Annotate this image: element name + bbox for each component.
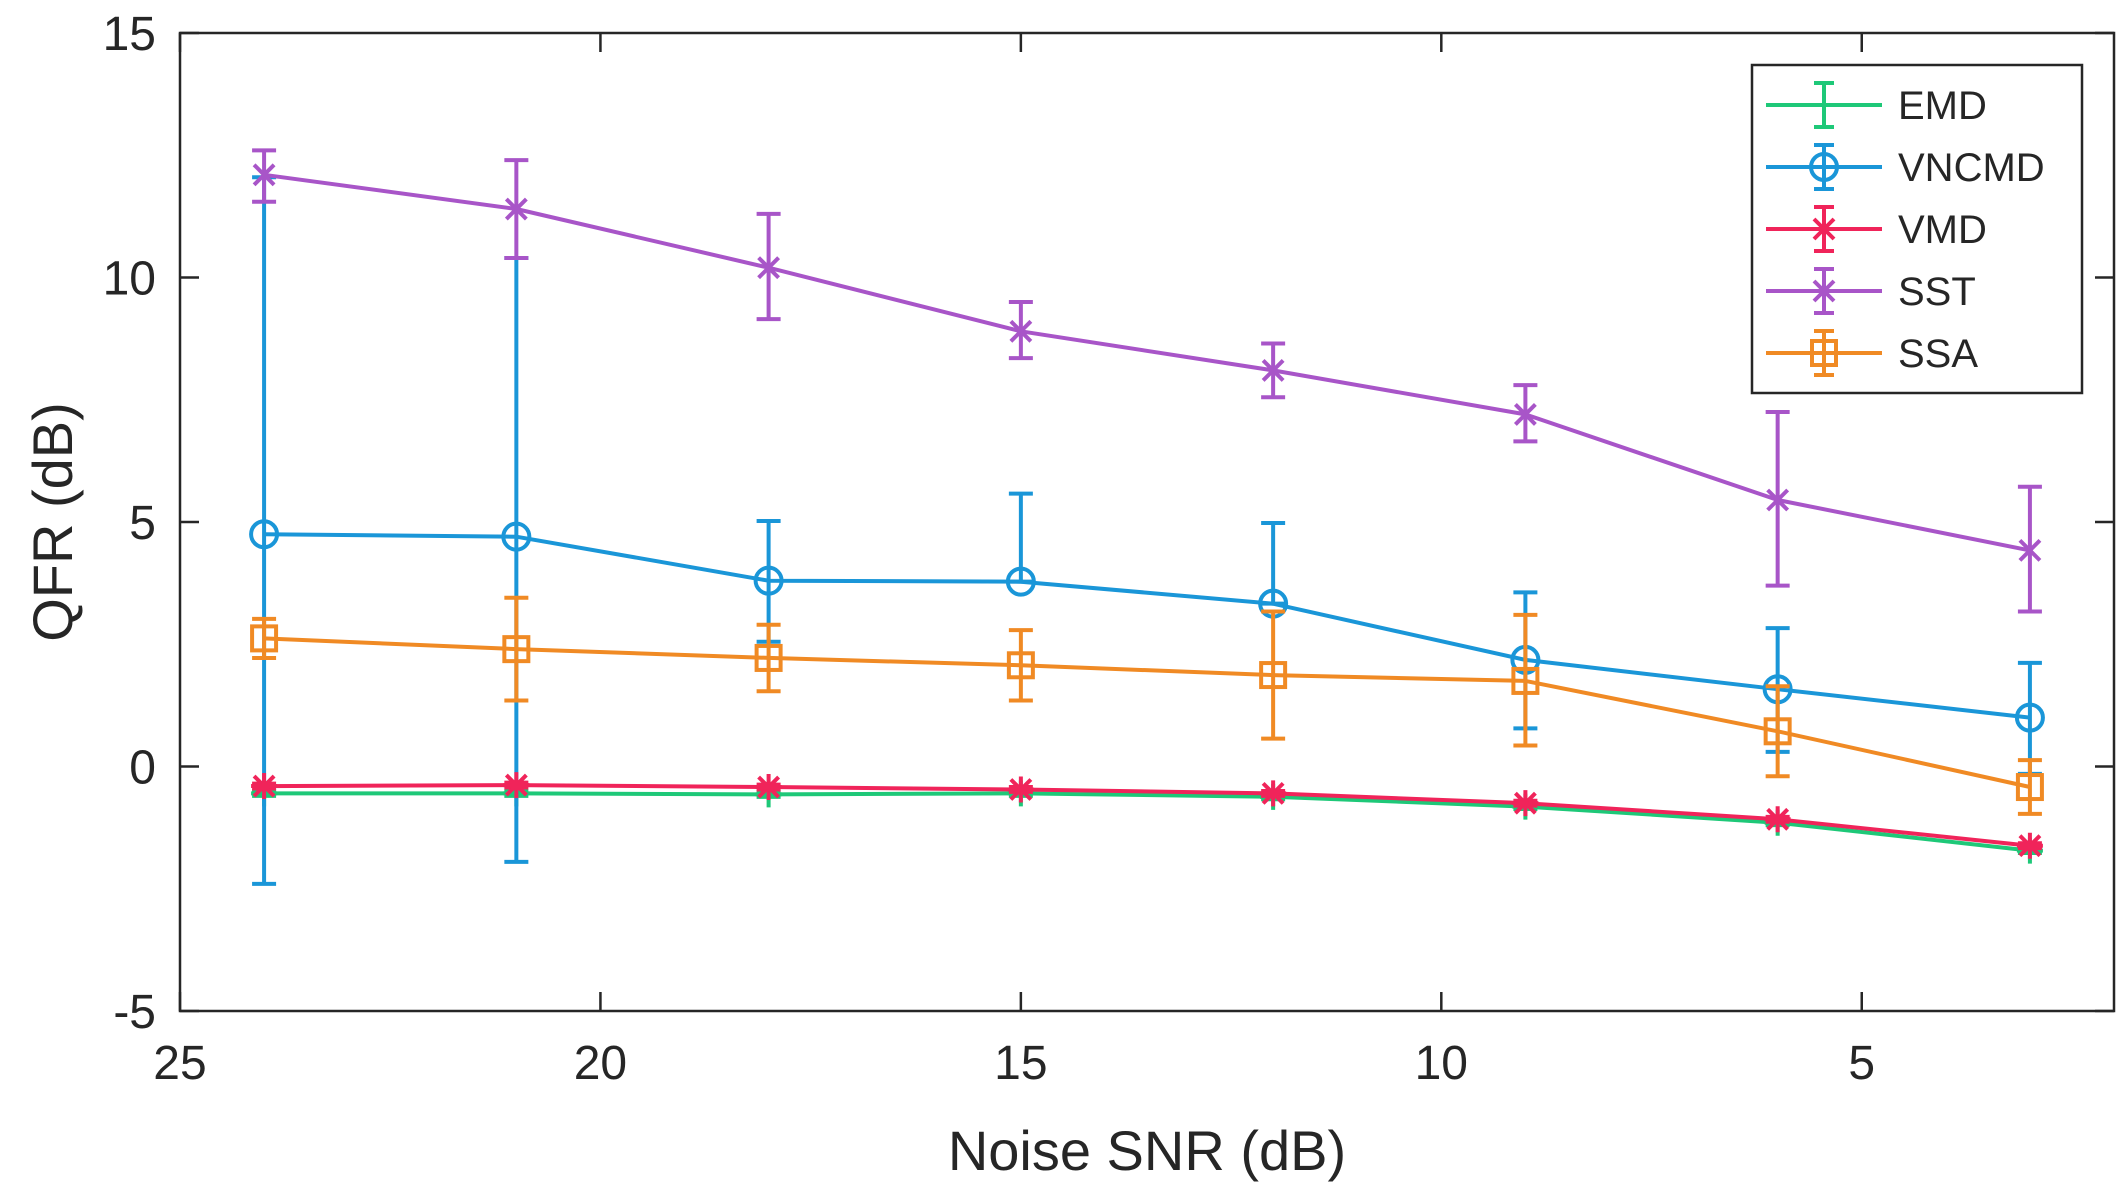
data-point [1006, 651, 1035, 680]
data-point [504, 197, 528, 221]
x-axis-label: Noise SNR (dB) [948, 1119, 1346, 1182]
data-point [1766, 488, 1790, 512]
data-point [250, 624, 279, 653]
data-point [1764, 806, 1791, 833]
series-sst [252, 148, 2042, 614]
data-point [757, 256, 781, 280]
y-tick-label: 5 [129, 497, 156, 550]
y-tick-label: 10 [103, 253, 156, 306]
data-point [1260, 780, 1287, 807]
data-point [502, 635, 531, 664]
legend-marker [1810, 339, 1838, 367]
data-point [753, 565, 784, 596]
legend-entry-vncmd: VNCMD [1766, 143, 2045, 191]
data-point [1259, 661, 1288, 690]
data-point [1009, 319, 1033, 343]
legend-entry-sst: SST [1766, 267, 1976, 315]
legend: EMD VNCMD VMD SST SSA [1750, 63, 2084, 395]
y-tick-label: -5 [113, 986, 156, 1039]
data-point [252, 163, 276, 187]
error-bar [2017, 758, 2042, 816]
data-point [1513, 403, 1537, 426]
error-bar [504, 255, 529, 864]
x-tick-label: 5 [1848, 1037, 1875, 1090]
data-point [1007, 776, 1034, 803]
legend-entry-ssa: SSA [1766, 329, 1978, 377]
legend-label: VNCMD [1898, 146, 2045, 190]
x-tick-label: 25 [153, 1037, 206, 1090]
legend-marker [1812, 279, 1836, 303]
data-point [2016, 832, 2043, 859]
data-point [1261, 358, 1285, 382]
data-point [1763, 717, 1792, 746]
series-line [264, 636, 2031, 789]
y-tick-label: 15 [103, 8, 156, 61]
legend-entry-vmd: VMD [1766, 205, 1987, 253]
data-point [1511, 666, 1540, 695]
data-point [1512, 790, 1539, 817]
legend-label: VMD [1898, 208, 1987, 252]
x-tick-label: 10 [1415, 1037, 1468, 1090]
x-tick-label: 20 [574, 1037, 627, 1090]
data-point [503, 772, 530, 799]
series-line [264, 532, 2031, 720]
data-point [2014, 702, 2045, 733]
data-point [1005, 566, 1036, 597]
legend-label: SST [1898, 270, 1976, 314]
legend-entry-emd: EMD [1766, 81, 1987, 129]
data-point [755, 774, 782, 801]
legend-error-bar [1814, 329, 1834, 377]
data-point [2015, 773, 2044, 802]
legend-marker [1809, 152, 1839, 182]
data-point [501, 521, 532, 552]
legend-marker [1811, 92, 1837, 118]
data-point [2018, 538, 2042, 562]
series-line [264, 783, 2031, 848]
data-point [754, 643, 783, 672]
y-axis-label: QFR (dB) [21, 402, 84, 642]
series-vmd [251, 772, 2043, 859]
plot-area [249, 148, 2045, 886]
series-line [264, 791, 2031, 853]
series-line [263, 172, 2031, 553]
data-point [249, 519, 280, 550]
legend-label: EMD [1898, 84, 1987, 128]
axes: 25 20 15 10 5 15 10 5 0 -5 [103, 8, 2116, 1090]
x-tick-label: 15 [994, 1037, 1047, 1090]
data-point [251, 773, 278, 800]
series-ssa [250, 595, 2044, 816]
legend-marker [1811, 216, 1837, 242]
y-tick-label: 0 [129, 742, 156, 795]
legend-label: SSA [1898, 332, 1978, 376]
